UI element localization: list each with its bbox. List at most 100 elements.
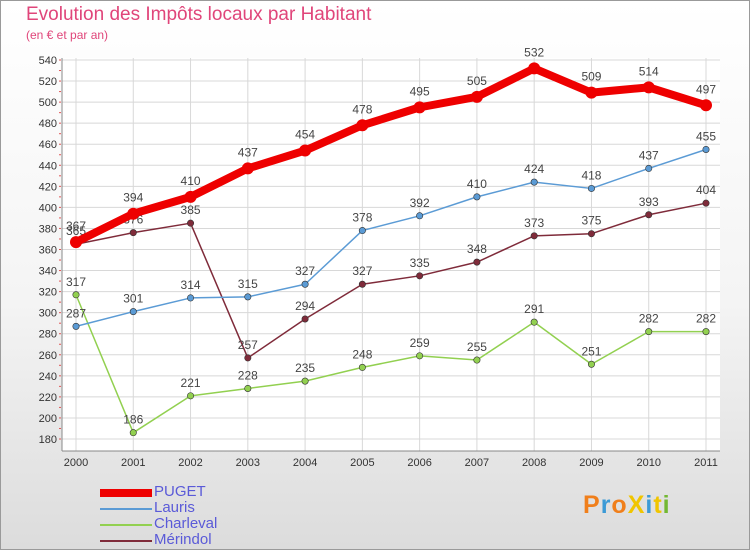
data-label-charleval: 235 — [295, 361, 315, 375]
y-tick-label: 360 — [39, 245, 57, 257]
data-label-merindol: 404 — [696, 183, 716, 197]
data-label-merindol: 257 — [238, 338, 258, 352]
data-label-charleval: 259 — [410, 336, 430, 350]
data-label-charleval: 186 — [123, 413, 143, 427]
data-point-lauris — [645, 164, 653, 172]
data-point-lauris — [473, 193, 481, 201]
y-tick-label: 220 — [39, 392, 57, 404]
data-label-puget: 367 — [66, 219, 86, 233]
data-point-merindol — [587, 230, 595, 238]
y-tick-label: 380 — [39, 223, 57, 235]
x-tick-label: 2002 — [178, 457, 202, 469]
data-point-lauris — [301, 280, 309, 288]
data-label-puget: 514 — [639, 64, 659, 78]
data-point-merindol — [702, 199, 710, 207]
data-label-puget: 394 — [123, 191, 143, 205]
data-label-charleval: 228 — [238, 368, 258, 382]
data-point-charleval — [702, 328, 710, 336]
legend-label: PUGET — [154, 483, 206, 500]
data-point-charleval — [72, 291, 80, 299]
data-label-merindol: 365 — [66, 224, 86, 238]
data-point-charleval — [416, 352, 424, 360]
y-tick-label: 320 — [39, 287, 57, 299]
data-point-lauris — [129, 308, 137, 316]
data-point-puget — [585, 86, 598, 99]
y-tick-label: 520 — [39, 76, 57, 88]
data-label-puget: 478 — [352, 102, 372, 116]
data-point-charleval — [473, 356, 481, 364]
data-label-puget: 454 — [295, 128, 315, 142]
x-tick-label: 2011 — [694, 457, 718, 469]
series-line-merindol — [75, 202, 707, 359]
data-point-merindol — [530, 232, 538, 240]
data-point-merindol — [301, 315, 309, 323]
data-label-charleval: 221 — [181, 376, 201, 390]
data-point-charleval — [129, 429, 137, 437]
proxiti-logo: ProXiti — [583, 491, 671, 519]
data-point-charleval — [244, 384, 252, 392]
data-label-charleval: 282 — [639, 312, 659, 326]
data-label-puget: 505 — [467, 74, 487, 88]
data-point-lauris — [587, 184, 595, 192]
y-tick-label: 420 — [39, 181, 57, 193]
data-label-lauris: 301 — [123, 292, 143, 306]
data-label-lauris: 287 — [66, 306, 86, 320]
x-tick-label: 2001 — [121, 457, 145, 469]
x-tick-label: 2003 — [236, 457, 260, 469]
data-point-merindol — [358, 280, 366, 288]
data-label-merindol: 327 — [352, 264, 372, 278]
legend-label: Lauris — [154, 499, 195, 516]
x-tick-label: 2009 — [579, 457, 603, 469]
series-line-puget — [72, 64, 710, 247]
data-label-charleval: 251 — [581, 344, 601, 358]
data-label-charleval: 282 — [696, 312, 716, 326]
data-label-lauris: 410 — [467, 177, 487, 191]
y-tick-label: 400 — [39, 202, 57, 214]
data-point-puget — [356, 119, 369, 132]
y-tick-label: 340 — [39, 266, 57, 278]
legend-swatch — [100, 540, 152, 542]
data-label-charleval: 255 — [467, 340, 487, 354]
legend-label: Mérindol — [154, 531, 212, 548]
data-label-charleval: 248 — [352, 347, 372, 361]
data-label-lauris: 437 — [639, 148, 659, 162]
y-tick-label: 440 — [39, 160, 57, 172]
data-point-puget — [184, 190, 197, 203]
y-tick-label: 260 — [39, 350, 57, 362]
data-point-charleval — [187, 392, 195, 400]
data-point-charleval — [530, 318, 538, 326]
data-label-lauris: 455 — [696, 129, 716, 143]
x-tick-label: 2007 — [465, 457, 489, 469]
data-point-charleval — [358, 363, 366, 371]
y-tick-label: 240 — [39, 371, 57, 383]
data-label-puget: 410 — [181, 174, 201, 188]
data-point-puget — [528, 62, 541, 75]
chart-subtitle: (en € et par an) — [26, 28, 109, 42]
y-tick-label: 500 — [39, 97, 57, 109]
data-label-puget: 497 — [696, 82, 716, 96]
legend-swatch — [100, 524, 152, 526]
data-point-puget — [700, 99, 712, 112]
series-line-charleval — [75, 294, 707, 434]
y-tick-label: 540 — [39, 55, 57, 67]
data-point-charleval — [301, 377, 309, 385]
data-point-charleval — [587, 360, 595, 368]
data-point-lauris — [702, 145, 710, 153]
data-point-merindol — [129, 229, 137, 237]
data-label-lauris: 392 — [410, 196, 430, 210]
data-label-merindol: 375 — [581, 214, 601, 228]
data-label-merindol: 335 — [410, 256, 430, 270]
data-point-puget — [299, 144, 312, 157]
x-tick-label: 2000 — [64, 457, 88, 469]
data-label-charleval: 317 — [66, 275, 86, 289]
data-label-puget: 509 — [581, 70, 601, 84]
data-point-puget — [642, 81, 655, 94]
chart-title: Evolution des Impôts locaux par Habitant — [26, 4, 372, 25]
data-label-merindol: 385 — [181, 203, 201, 217]
data-point-lauris — [187, 294, 195, 302]
series-line-lauris — [75, 148, 707, 328]
legend-swatch — [100, 489, 152, 497]
data-point-charleval — [645, 328, 653, 336]
data-label-puget: 495 — [410, 84, 430, 98]
